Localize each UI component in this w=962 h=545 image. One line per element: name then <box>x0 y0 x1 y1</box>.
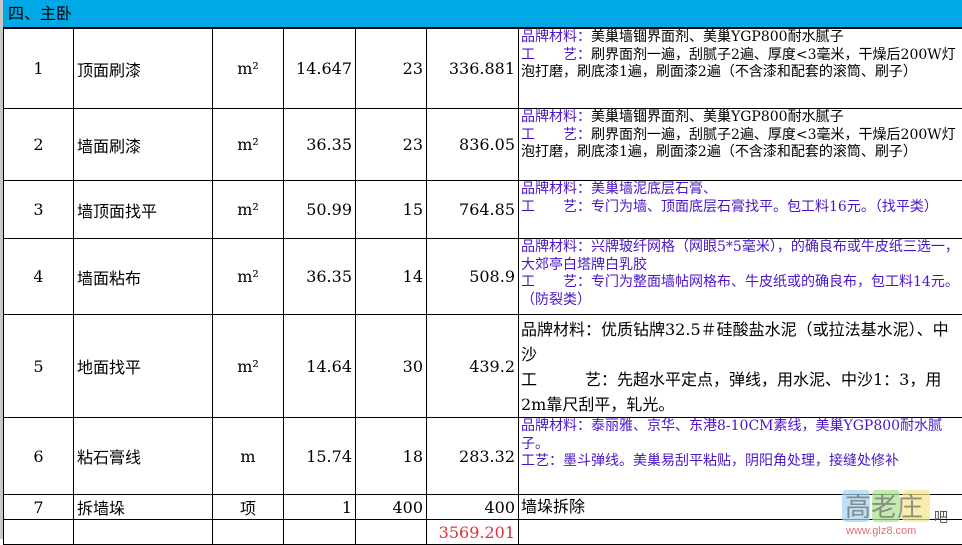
item-name[interactable]: 墙面粘布 <box>74 239 213 315</box>
empty-cell <box>4 520 74 545</box>
item-quantity[interactable]: 36.35 <box>284 109 356 181</box>
item-name[interactable]: 墙面刷漆 <box>74 109 213 181</box>
item-name[interactable]: 拆墙垛 <box>74 495 213 520</box>
item-unit[interactable]: m² <box>213 181 284 239</box>
section-title[interactable]: 四、主卧 <box>3 0 962 28</box>
watermark-logo: 高老庄 吧 www.glz8.com <box>842 488 960 538</box>
desc-label: 工 艺： <box>521 127 591 143</box>
svg-text:吧: 吧 <box>934 510 948 526</box>
item-unit[interactable]: m <box>213 418 284 495</box>
item-unit[interactable]: m² <box>213 315 284 418</box>
empty-cell <box>284 520 356 545</box>
item-amount[interactable]: 508.9 <box>427 239 519 315</box>
item-quantity[interactable]: 50.99 <box>284 181 356 239</box>
item-amount[interactable]: 836.05 <box>427 109 519 181</box>
item-quantity[interactable]: 36.35 <box>284 239 356 315</box>
item-quantity[interactable]: 14.64 <box>284 315 356 418</box>
item-amount[interactable]: 439.2 <box>427 315 519 418</box>
item-amount[interactable]: 283.32 <box>427 418 519 495</box>
item-unit-price[interactable]: 23 <box>356 29 427 109</box>
item-number[interactable]: 3 <box>4 181 74 239</box>
desc-label: 品牌材料： <box>521 29 591 45</box>
item-number[interactable]: 7 <box>4 495 74 520</box>
item-number[interactable]: 2 <box>4 109 74 181</box>
svg-text:高老庄: 高老庄 <box>845 493 923 523</box>
item-quantity[interactable]: 14.647 <box>284 29 356 109</box>
desc-text: 美巢墙锢界面剂、美巢YGP800耐水腻子 <box>591 29 844 45</box>
total-amount: 3569.201 <box>427 520 519 545</box>
item-unit[interactable]: m² <box>213 109 284 181</box>
empty-cell <box>74 520 213 545</box>
item-quantity[interactable]: 15.74 <box>284 418 356 495</box>
item-number[interactable]: 4 <box>4 239 74 315</box>
item-number[interactable]: 6 <box>4 418 74 495</box>
item-unit-price[interactable]: 23 <box>356 109 427 181</box>
empty-cell <box>356 520 427 545</box>
item-name[interactable]: 粘石膏线 <box>74 418 213 495</box>
item-description[interactable]: 品牌材料：美巢墙锢界面剂、美巢YGP800耐水腻子工 艺：刷界面剂一遍，刮腻子2… <box>519 29 962 109</box>
item-description[interactable]: 品牌材料：兴牌玻纤网格（网眼5*5毫米），的确良布或牛皮纸三选一，大郊亭白塔牌白… <box>519 239 962 315</box>
desc-label: 品牌材料： <box>521 109 591 125</box>
item-description[interactable]: 品牌材料：美巢墙锢界面剂、美巢YGP800耐水腻子工 艺：刷界面剂一遍，刮腻子2… <box>519 109 962 181</box>
svg-text:www.glz8.com: www.glz8.com <box>845 525 916 537</box>
item-amount[interactable]: 764.85 <box>427 181 519 239</box>
item-description[interactable]: 品牌材料：优质钻牌32.5＃硅酸盐水泥（或拉法基水泥）、中沙 工 艺：先超水平定… <box>519 315 962 418</box>
item-unit-price[interactable]: 18 <box>356 418 427 495</box>
item-unit-price[interactable]: 15 <box>356 181 427 239</box>
item-unit-price[interactable]: 400 <box>356 495 427 520</box>
item-name[interactable]: 顶面刷漆 <box>74 29 213 109</box>
item-name[interactable]: 墙顶面找平 <box>74 181 213 239</box>
desc-text: 美巢墙锢界面剂、美巢YGP800耐水腻子 <box>591 109 844 125</box>
item-number[interactable]: 5 <box>4 315 74 418</box>
item-unit-price[interactable]: 30 <box>356 315 427 418</box>
item-amount[interactable]: 400 <box>427 495 519 520</box>
item-amount[interactable]: 336.881 <box>427 29 519 109</box>
item-description[interactable]: 品牌材料：美巢墙泥底层石膏、 工 艺：专门为墙、顶面底层石膏找平。包工料16元。… <box>519 181 962 239</box>
item-unit[interactable]: m² <box>213 239 284 315</box>
item-quantity[interactable]: 1 <box>284 495 356 520</box>
item-unit[interactable]: m² <box>213 29 284 109</box>
item-unit-price[interactable]: 14 <box>356 239 427 315</box>
item-description[interactable]: 品牌材料：泰丽雅、京华、东港8-10CM素线，美巢YGP800耐水腻子。 工艺：… <box>519 418 962 495</box>
item-unit[interactable]: 项 <box>213 495 284 520</box>
empty-cell <box>213 520 284 545</box>
total-row: 3569.201 <box>4 520 962 545</box>
item-number[interactable]: 1 <box>4 29 74 109</box>
item-name[interactable]: 地面找平 <box>74 315 213 418</box>
desc-label: 工 艺： <box>521 47 591 63</box>
